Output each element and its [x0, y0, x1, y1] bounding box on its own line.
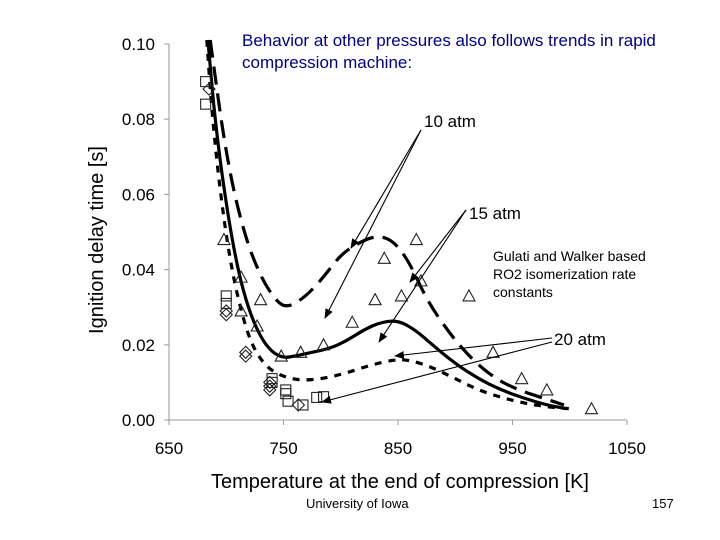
annotation-arrow	[324, 129, 422, 319]
y-axis-title: Ignition delay time [s]	[86, 146, 108, 334]
model-annotation: Gulati and Walker based RO2 isomerization…	[493, 248, 646, 300]
model-annotation-line: Gulati and Walker based	[493, 248, 646, 264]
y-tick-label: 0.00	[122, 411, 155, 430]
square-marker	[280, 384, 292, 396]
triangle-marker	[217, 232, 231, 246]
y-tick-label: 0.06	[122, 185, 155, 204]
triangle-marker	[377, 251, 392, 264]
square-marker	[311, 391, 323, 403]
diamond-marker	[238, 345, 253, 360]
chart-annotations: Gulati and Walker based RO2 isomerization…	[321, 129, 646, 404]
annotation-arrow	[378, 209, 467, 343]
x-tick-label: 950	[498, 439, 526, 458]
x-tick-label: 850	[384, 439, 412, 458]
x-tick-label: 650	[155, 439, 183, 458]
diamond-marker	[219, 307, 234, 322]
triangle-marker	[293, 345, 308, 358]
diamond-marker	[219, 304, 234, 318]
model-curves	[205, 39, 570, 411]
triangle-marker	[394, 288, 409, 302]
triangle-marker	[234, 303, 249, 317]
triangle-marker	[486, 345, 500, 358]
diamond-marker	[238, 349, 253, 363]
annotation-arrow	[409, 209, 467, 283]
annotation-15-atm: 15 atm	[469, 204, 521, 223]
diamond-marker	[291, 398, 306, 412]
x-tick-label: 750	[269, 439, 297, 458]
triangle-marker	[462, 288, 476, 302]
triangle-marker	[234, 269, 249, 283]
triangle-marker	[274, 348, 289, 362]
triangle-marker	[584, 401, 599, 415]
annotation-arrow	[350, 129, 422, 249]
triangle-marker	[514, 371, 529, 385]
annotation-10-atm: 10 atm	[424, 112, 476, 131]
triangle-marker	[345, 315, 360, 328]
chart-axes: 650 750 850 950 1050 0.00 0.02 0.04 0.06 0.08 0.10	[122, 35, 646, 458]
annotation-arrow	[394, 337, 553, 359]
diamond-marker	[262, 383, 277, 397]
data-markers	[200, 76, 599, 415]
triangle-marker	[539, 382, 554, 396]
annotation-arrow	[321, 341, 553, 404]
x-axis-title: Temperature at the end of compression [K…	[211, 471, 589, 493]
y-tick-label: 0.08	[122, 110, 155, 129]
page-number: 157	[652, 496, 674, 511]
triangle-marker	[250, 318, 265, 332]
model-annotation-line: constants	[493, 284, 553, 300]
square-marker	[220, 297, 232, 309]
model-curve-short-dash	[205, 39, 570, 411]
diamond-marker	[202, 82, 216, 96]
y-tick-label: 0.10	[122, 35, 155, 54]
diamond-marker	[262, 379, 277, 393]
annotation-20-atm: 20 atm	[554, 330, 606, 349]
x-tick-label: 1050	[608, 439, 646, 458]
diamond-marker	[262, 375, 277, 390]
y-tick-label: 0.04	[122, 261, 155, 280]
model-annotation-line: RO2 isomerization rate	[493, 266, 636, 282]
triangle-marker	[253, 292, 268, 306]
slide-headline: Behavior at other pressures also follows…	[242, 31, 656, 72]
triangle-marker	[368, 292, 383, 306]
triangle-marker	[409, 232, 424, 246]
square-marker	[297, 399, 309, 411]
model-curve-long-dash	[208, 39, 565, 407]
square-marker	[280, 388, 292, 400]
footer-source: University of Iowa	[306, 496, 409, 511]
y-tick-label: 0.02	[122, 336, 155, 355]
triangle-marker	[316, 337, 331, 351]
square-marker	[220, 290, 232, 302]
square-marker	[200, 98, 212, 110]
model-curve-solid	[206, 39, 567, 411]
square-marker	[282, 395, 294, 407]
